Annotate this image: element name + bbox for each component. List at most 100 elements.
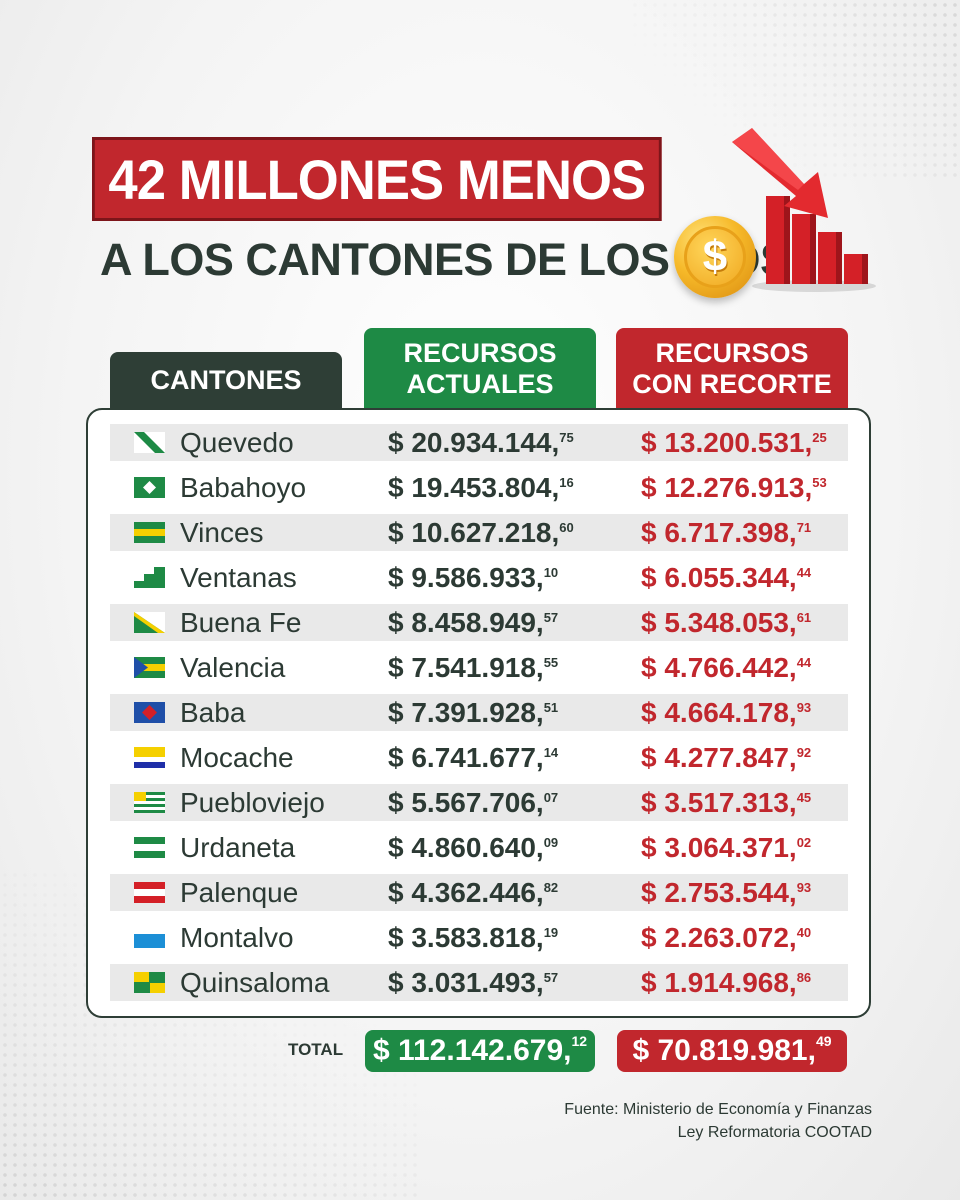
page-subtitle: A LOS CANTONES DE LOS RÍOS <box>100 234 790 285</box>
buena-fe-flag-icon <box>134 612 165 633</box>
recorte-value: $ 13.200.531, <box>641 427 813 458</box>
recorte-value: $ 6.717.398, <box>641 517 797 548</box>
table-row: Puebloviejo $ 5.567.706,07 $ 3.517.313,45 <box>110 784 848 821</box>
recursos-actuales-cell: $ 3.031.493,57 <box>388 964 558 1001</box>
quinsaloma-flag-icon <box>134 972 165 993</box>
canton-name: Palenque <box>180 877 299 908</box>
header-recursos-recorte: RECURSOS CON RECORTE <box>616 328 848 409</box>
canton-name: Baba <box>180 697 246 728</box>
canton-name: Buena Fe <box>180 607 302 638</box>
actual-value: $ 6.741.677, <box>388 742 544 773</box>
actual-cents: 09 <box>543 835 559 850</box>
actual-value: $ 20.934.144, <box>388 427 560 458</box>
babahoyo-flag-icon <box>134 477 165 498</box>
urdaneta-flag-icon <box>134 837 165 858</box>
recorte-value: $ 4.277.847, <box>641 742 797 773</box>
recursos-actuales-cell: $ 8.458.949,57 <box>388 604 558 641</box>
recorte-cents: 40 <box>796 925 812 940</box>
actual-cents: 57 <box>543 610 559 625</box>
source-note: Fuente: Ministerio de Economía y Finanza… <box>564 1098 872 1144</box>
recorte-cents: 92 <box>796 745 812 760</box>
recorte-value: $ 3.517.313, <box>641 787 797 818</box>
vinces-flag-icon <box>134 522 165 543</box>
coin-symbol: $ <box>684 226 746 288</box>
recursos-recorte-cell: $ 6.055.344,44 <box>641 559 811 596</box>
recorte-cents: 45 <box>796 790 812 805</box>
recorte-cents: 61 <box>796 610 812 625</box>
mocache-flag-icon <box>134 747 165 768</box>
header-cantones: CANTONES <box>110 352 342 409</box>
recursos-recorte-cell: $ 2.753.544,93 <box>641 874 811 911</box>
recursos-actuales-cell: $ 9.586.933,10 <box>388 559 558 596</box>
canton-name: Babahoyo <box>180 472 307 503</box>
actual-value: $ 4.362.446, <box>388 877 544 908</box>
palenque-flag-icon <box>134 882 165 903</box>
recursos-actuales-cell: $ 4.362.446,82 <box>388 874 558 911</box>
actual-cents: 82 <box>543 880 559 895</box>
table-row: Quinsaloma $ 3.031.493,57 $ 1.914.968,86 <box>110 964 848 1001</box>
recorte-cents: 93 <box>796 880 812 895</box>
recursos-recorte-cell: $ 2.263.072,40 <box>641 919 811 956</box>
recursos-recorte-cell: $ 5.348.053,61 <box>641 604 811 641</box>
actual-value: $ 8.458.949, <box>388 607 544 638</box>
valencia-flag-icon <box>134 657 165 678</box>
table-row: Baba $ 7.391.928,51 $ 4.664.178,93 <box>110 694 848 731</box>
recursos-recorte-cell: $ 6.717.398,71 <box>641 514 811 551</box>
recursos-actuales-cell: $ 4.860.640,09 <box>388 829 558 866</box>
actual-cents: 19 <box>543 925 559 940</box>
recorte-value: $ 12.276.913, <box>641 472 813 503</box>
actual-cents: 57 <box>543 970 559 985</box>
recorte-cents: 25 <box>812 430 827 445</box>
dollar-coin-icon: $ <box>674 216 756 298</box>
recorte-cents: 44 <box>796 655 812 670</box>
recursos-recorte-cell: $ 1.914.968,86 <box>641 964 811 1001</box>
actual-value: $ 5.567.706, <box>388 787 544 818</box>
recursos-recorte-cell: $ 12.276.913,53 <box>641 469 827 506</box>
actual-value: $ 3.031.493, <box>388 967 544 998</box>
table-row: Vinces $ 10.627.218,60 $ 6.717.398,71 <box>110 514 848 551</box>
actual-cents: 16 <box>559 475 574 490</box>
table-row: Mocache $ 6.741.677,14 $ 4.277.847,92 <box>110 739 848 776</box>
actual-cents: 10 <box>543 565 559 580</box>
recursos-actuales-cell: $ 10.627.218,60 <box>388 514 574 551</box>
actual-cents: 14 <box>543 745 559 760</box>
recorte-value: $ 3.064.371, <box>641 832 797 863</box>
total-actual: $ 112.142.679, 12 <box>365 1030 595 1072</box>
canton-name: Urdaneta <box>180 832 296 863</box>
actual-cents: 75 <box>559 430 574 445</box>
puebloviejo-flag-icon <box>134 792 165 813</box>
actual-value: $ 19.453.804, <box>388 472 560 503</box>
recursos-recorte-cell: $ 4.277.847,92 <box>641 739 811 776</box>
recorte-cents: 86 <box>796 970 812 985</box>
recorte-value: $ 2.263.072, <box>641 922 797 953</box>
table-row: Buena Fe $ 8.458.949,57 $ 5.348.053,61 <box>110 604 848 641</box>
header-recorte-line1: RECURSOS <box>655 337 809 368</box>
source-line-2: Ley Reformatoria COOTAD <box>677 1124 872 1141</box>
total-actual-cents: 12 <box>571 1033 588 1049</box>
table-row: Quevedo $ 20.934.144,75 $ 13.200.531,25 <box>110 424 848 461</box>
recursos-actuales-cell: $ 3.583.818,19 <box>388 919 558 956</box>
table-row: Ventanas $ 9.586.933,10 $ 6.055.344,44 <box>110 559 848 596</box>
quevedo-flag-icon <box>134 432 165 453</box>
recursos-recorte-cell: $ 3.517.313,45 <box>641 784 811 821</box>
recorte-value: $ 6.055.344, <box>641 562 797 593</box>
recursos-actuales-cell: $ 19.453.804,16 <box>388 469 574 506</box>
actual-value: $ 4.860.640, <box>388 832 544 863</box>
actual-value: $ 10.627.218, <box>388 517 560 548</box>
recursos-recorte-cell: $ 3.064.371,02 <box>641 829 811 866</box>
actual-cents: 55 <box>543 655 559 670</box>
recorte-cents: 71 <box>796 520 812 535</box>
recorte-cents: 53 <box>812 475 827 490</box>
recorte-value: $ 4.664.178, <box>641 697 797 728</box>
canton-name: Mocache <box>180 742 294 773</box>
total-label: TOTAL <box>288 1040 344 1059</box>
canton-name: Valencia <box>180 652 286 683</box>
canton-name: Quevedo <box>180 427 294 458</box>
total-recorte: $ 70.819.981, 49 <box>617 1030 847 1072</box>
recorte-value: $ 2.753.544, <box>641 877 797 908</box>
total-recorte-cents: 49 <box>815 1033 832 1049</box>
canton-name: Montalvo <box>180 922 294 953</box>
recursos-actuales-cell: $ 7.391.928,51 <box>388 694 558 731</box>
table-row: Urdaneta $ 4.860.640,09 $ 3.064.371,02 <box>110 829 848 866</box>
recorte-value: $ 5.348.053, <box>641 607 797 638</box>
